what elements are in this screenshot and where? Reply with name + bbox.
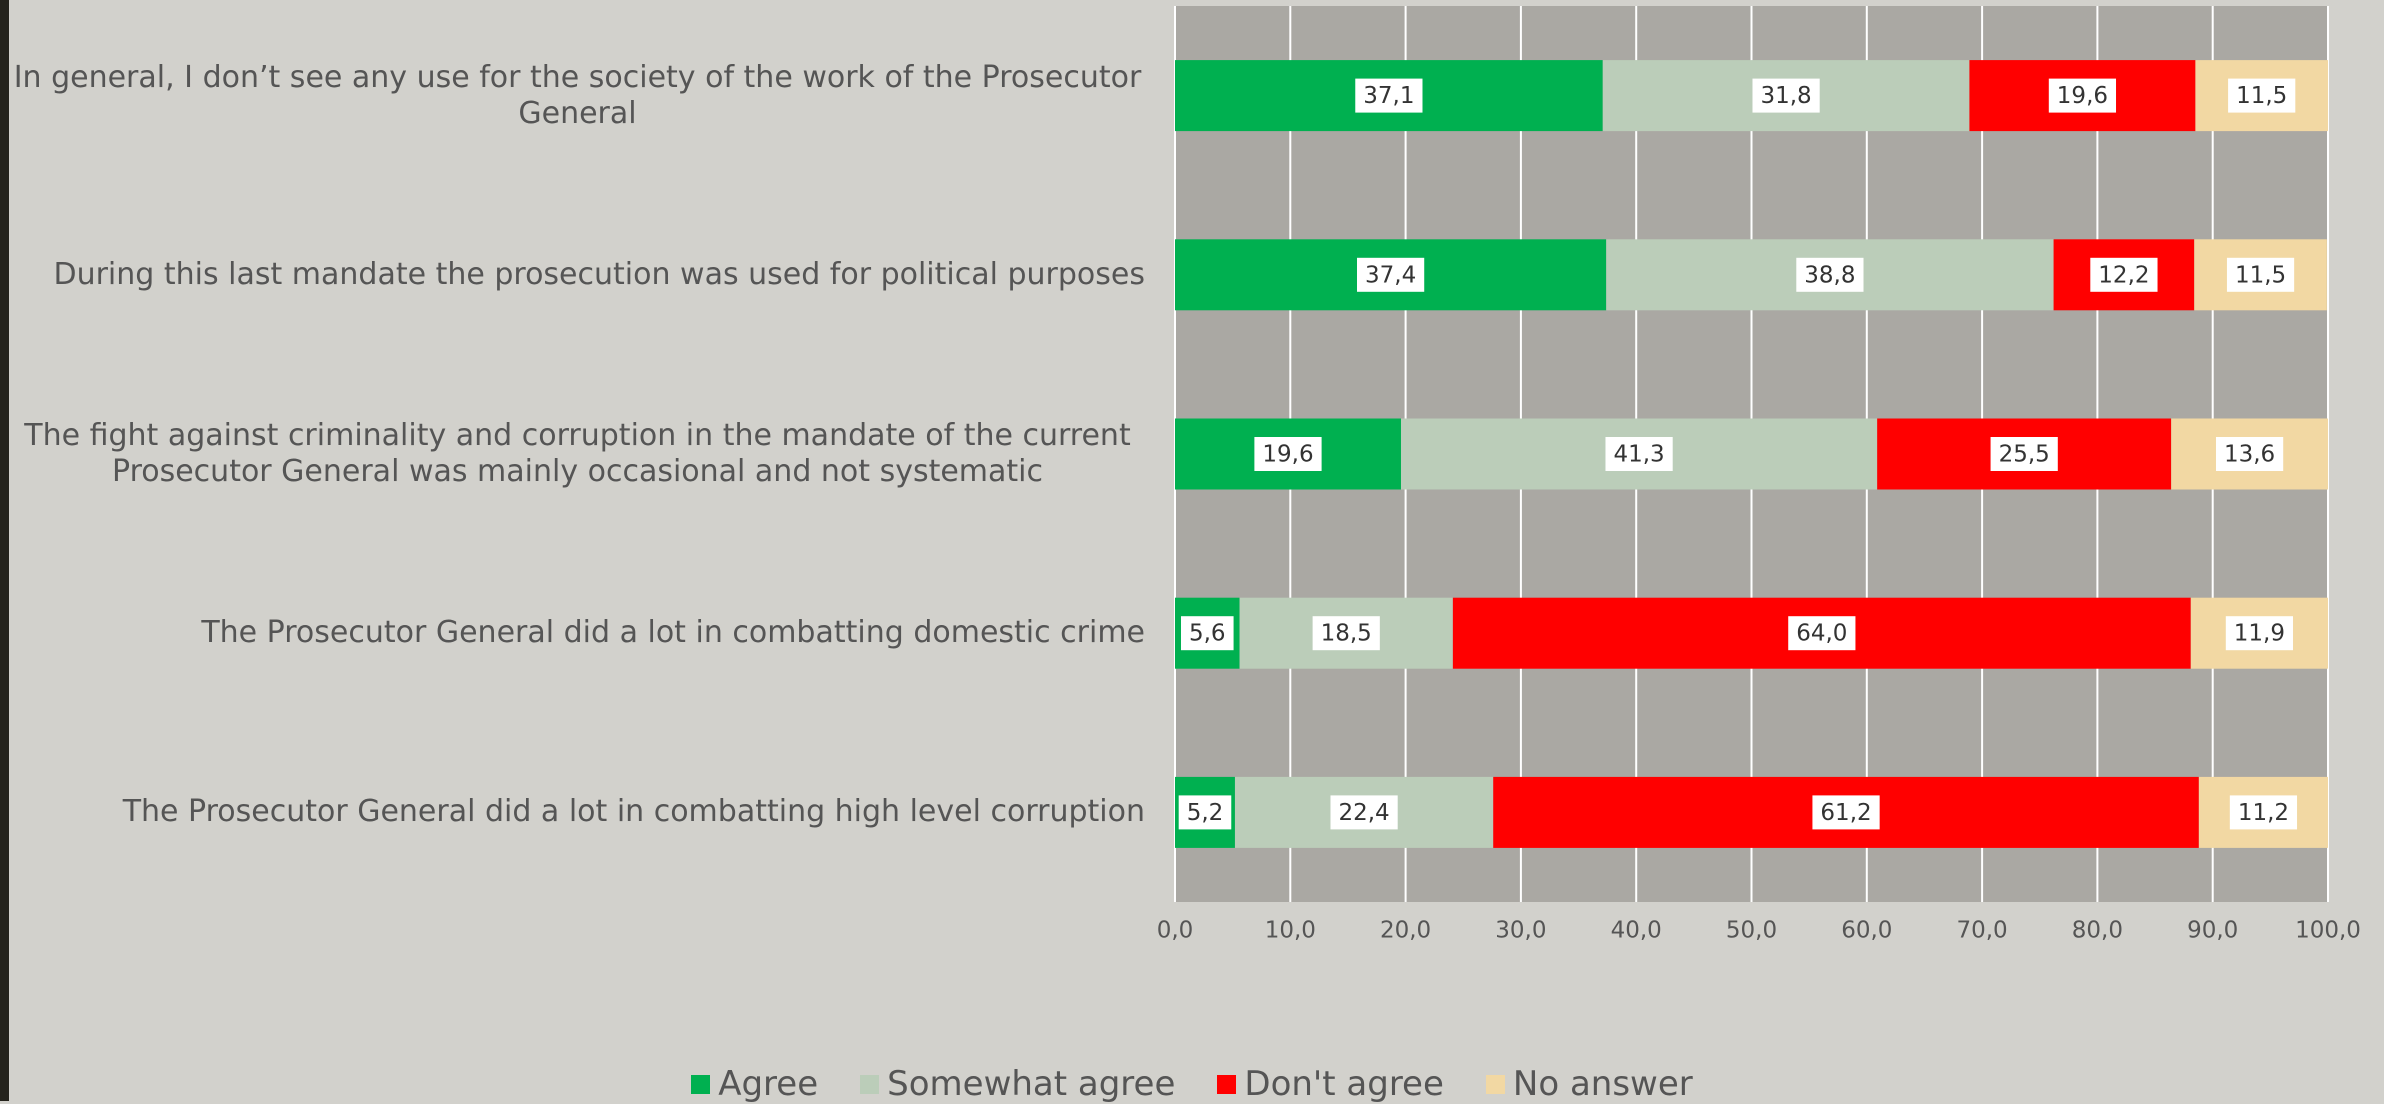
- legend-swatch: [691, 1074, 711, 1094]
- data-label-box: [1812, 795, 1880, 830]
- x-tick-label: 30,0: [1495, 918, 1546, 944]
- x-tick-label: 10,0: [1265, 918, 1316, 944]
- data-label-box: [2048, 78, 2117, 113]
- data-label-box: [2226, 257, 2295, 292]
- data-label-box: [1178, 795, 1232, 830]
- data-label: 31,8: [1760, 83, 1811, 109]
- data-label: 19,6: [1262, 442, 1313, 468]
- data-label-box: [1254, 437, 1322, 471]
- data-label: 61,2: [1820, 800, 1871, 826]
- legend: Agree Somewhat agree Don't agree No answer: [0, 1064, 2384, 1104]
- data-label-box: [1312, 616, 1380, 651]
- legend-swatch: [860, 1074, 880, 1094]
- data-label-box: [2225, 616, 2294, 651]
- data-label: 11,2: [2238, 800, 2289, 826]
- category-label: During this last mandate the prosecution…: [53, 256, 1145, 292]
- data-label-box: [1330, 795, 1398, 830]
- x-tick-label: 80,0: [2072, 918, 2123, 944]
- legend-swatch: [1217, 1074, 1237, 1094]
- legend-label: Agree: [718, 1064, 819, 1104]
- data-label: 13,6: [2224, 442, 2275, 468]
- data-label: 37,1: [1363, 83, 1414, 109]
- x-tick-label: 0,0: [1157, 918, 1194, 944]
- data-label: 22,4: [1338, 800, 1389, 826]
- data-label-box: [2229, 795, 2298, 830]
- data-label-box: [1752, 78, 1820, 113]
- category-label: The fight against criminality and corrup…: [24, 418, 1131, 489]
- data-label-box: [2215, 437, 2284, 471]
- data-label-box: [2090, 257, 2158, 292]
- data-label: 25,5: [1999, 442, 2050, 468]
- category-label: The Prosecutor General did a lot in comb…: [122, 794, 1145, 830]
- legend-label: Somewhat agree: [887, 1064, 1176, 1104]
- data-label-box: [1355, 78, 1423, 113]
- data-label: 5,2: [1187, 800, 1224, 826]
- data-label: 37,4: [1365, 262, 1416, 288]
- data-label-box: [1357, 257, 1425, 292]
- legend-label: Don't agree: [1244, 1064, 1444, 1104]
- x-tick-label: 20,0: [1380, 918, 1431, 944]
- data-label: 41,3: [1613, 442, 1664, 468]
- data-label-box: [1990, 437, 2058, 471]
- legend-item: Don't agree: [1217, 1064, 1444, 1104]
- data-label: 11,5: [2236, 83, 2287, 109]
- data-label: 18,5: [1321, 621, 1372, 647]
- data-label: 64,0: [1796, 621, 1847, 647]
- x-tick-label: 90,0: [2187, 918, 2238, 944]
- left-strip: [0, 0, 9, 1101]
- data-label: 5,6: [1189, 621, 1226, 647]
- data-label-box: [1796, 257, 1864, 292]
- legend-label: No answer: [1512, 1064, 1693, 1104]
- x-tick-label: 40,0: [1611, 918, 1662, 944]
- x-tick-label: 50,0: [1726, 918, 1777, 944]
- data-label-box: [2228, 78, 2296, 113]
- x-tick-label: 100,0: [2295, 918, 2361, 944]
- data-label-box: [1180, 616, 1234, 651]
- legend-item: Agree: [691, 1064, 818, 1104]
- legend-item: No answer: [1485, 1064, 1693, 1104]
- data-label: 11,5: [2235, 262, 2286, 288]
- data-label-box: [1605, 437, 1673, 471]
- x-tick-label: 70,0: [1956, 918, 2007, 944]
- data-label: 12,2: [2098, 262, 2149, 288]
- data-label-box: [1788, 616, 1856, 651]
- data-label: 11,9: [2234, 621, 2285, 647]
- x-tick-label: 60,0: [1841, 918, 1892, 944]
- data-label: 19,6: [2057, 83, 2108, 109]
- category-label: The Prosecutor General did a lot in comb…: [201, 615, 1145, 651]
- category-label: In general, I don’t see any use for the …: [13, 59, 1142, 131]
- legend-item: Somewhat agree: [860, 1064, 1175, 1104]
- legend-swatch: [1485, 1074, 1505, 1094]
- data-label: 38,8: [1804, 262, 1855, 288]
